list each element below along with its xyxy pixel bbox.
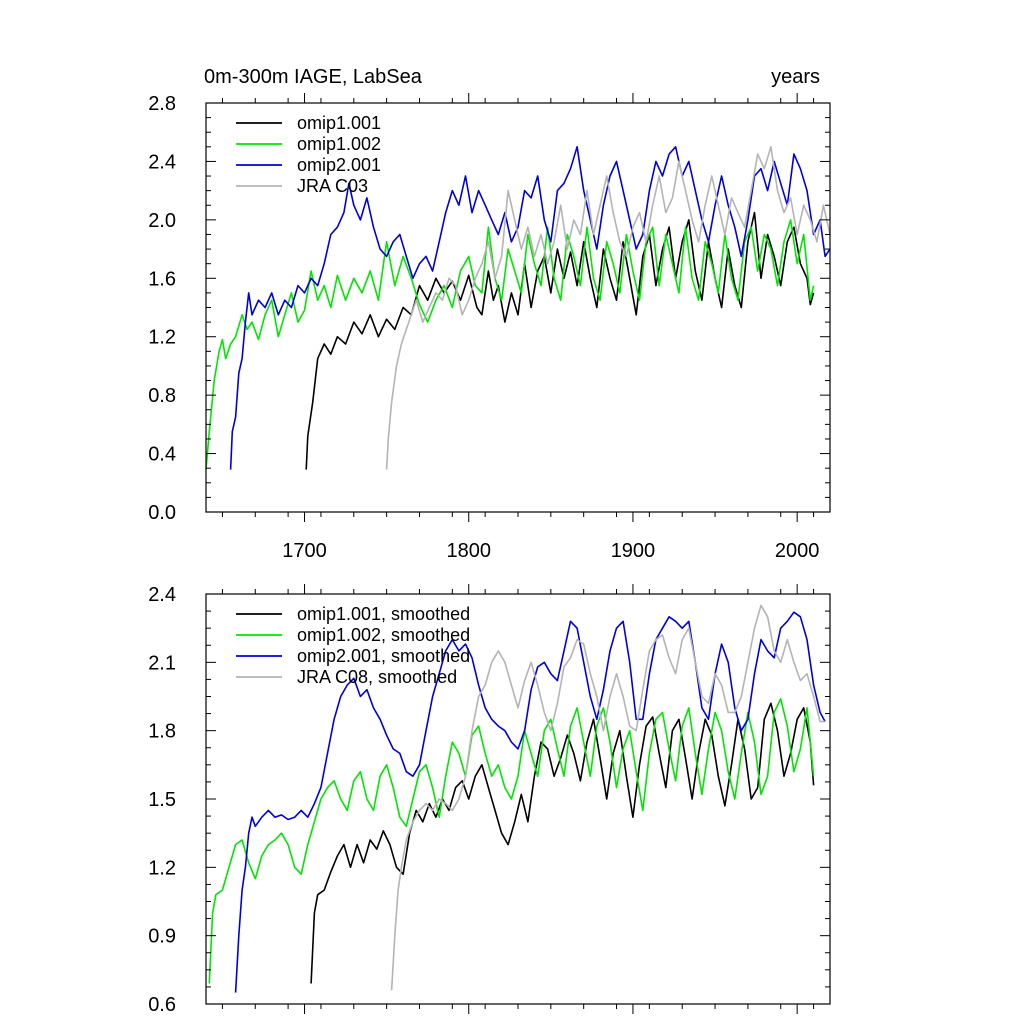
y-tick-label: 1.5	[148, 789, 176, 811]
legend-label: omip1.001	[297, 113, 381, 133]
series-line-omip1-001	[305, 211, 815, 470]
y-tick-label: 0.6	[148, 994, 176, 1016]
y-tick-label: 2.4	[148, 584, 176, 606]
series-line-omip1-001-smoothed	[310, 702, 815, 984]
y-tick-label: 1.6	[148, 268, 176, 290]
y-tick-label: 0.9	[148, 926, 176, 948]
series-line-omip2-001	[229, 146, 831, 470]
top-panel: 0.0 0.4 0.8 1.2 1.6 2.0 2.4 2.8 1700 1800 1900 2000…	[148, 66, 831, 562]
x-tick-label: 1700	[282, 540, 327, 562]
y-tick-label: 2.0	[148, 210, 176, 232]
y-tick-label: 0.0	[148, 502, 176, 524]
y-tick-label: 0.4	[148, 444, 176, 466]
legend-label: JRA C08, smoothed	[297, 667, 457, 687]
legend-label: omip2.001, smoothed	[297, 646, 470, 666]
legend-label: JRA C03	[297, 176, 368, 196]
bottom-panel: 0.6 0.9 1.2 1.5 1.8 2.1 2.4 omip1.001, smoothed…	[148, 584, 831, 1016]
units-label: years	[771, 66, 820, 88]
x-tick-label: 2000	[775, 540, 820, 562]
y-tick-label: 1.2	[148, 327, 176, 349]
legend-label: omip1.001, smoothed	[297, 604, 470, 624]
y-tick-label: 0.8	[148, 385, 176, 407]
x-tick-label: 1900	[611, 540, 656, 562]
legend-label: omip1.002, smoothed	[297, 625, 470, 645]
series-line-omip1-002	[205, 219, 815, 470]
chart-title: 0m-300m IAGE, LabSea	[204, 66, 423, 88]
y-tick-label: 2.4	[148, 151, 176, 173]
y-tick-label: 2.8	[148, 93, 176, 115]
y-tick-label: 2.1	[148, 652, 176, 674]
legend-label: omip1.002	[297, 134, 381, 154]
x-tick-label: 1800	[446, 540, 491, 562]
series-line-omip2-001-smoothed	[234, 611, 826, 993]
series-line-omip1-002-smoothed	[208, 698, 815, 984]
y-tick-label: 1.8	[148, 721, 176, 743]
legend-label: omip2.001	[297, 155, 381, 175]
y-tick-label: 1.2	[148, 857, 176, 879]
series-line-jra-c08-smoothed	[390, 604, 826, 991]
series-line-jra-c03	[385, 146, 831, 470]
